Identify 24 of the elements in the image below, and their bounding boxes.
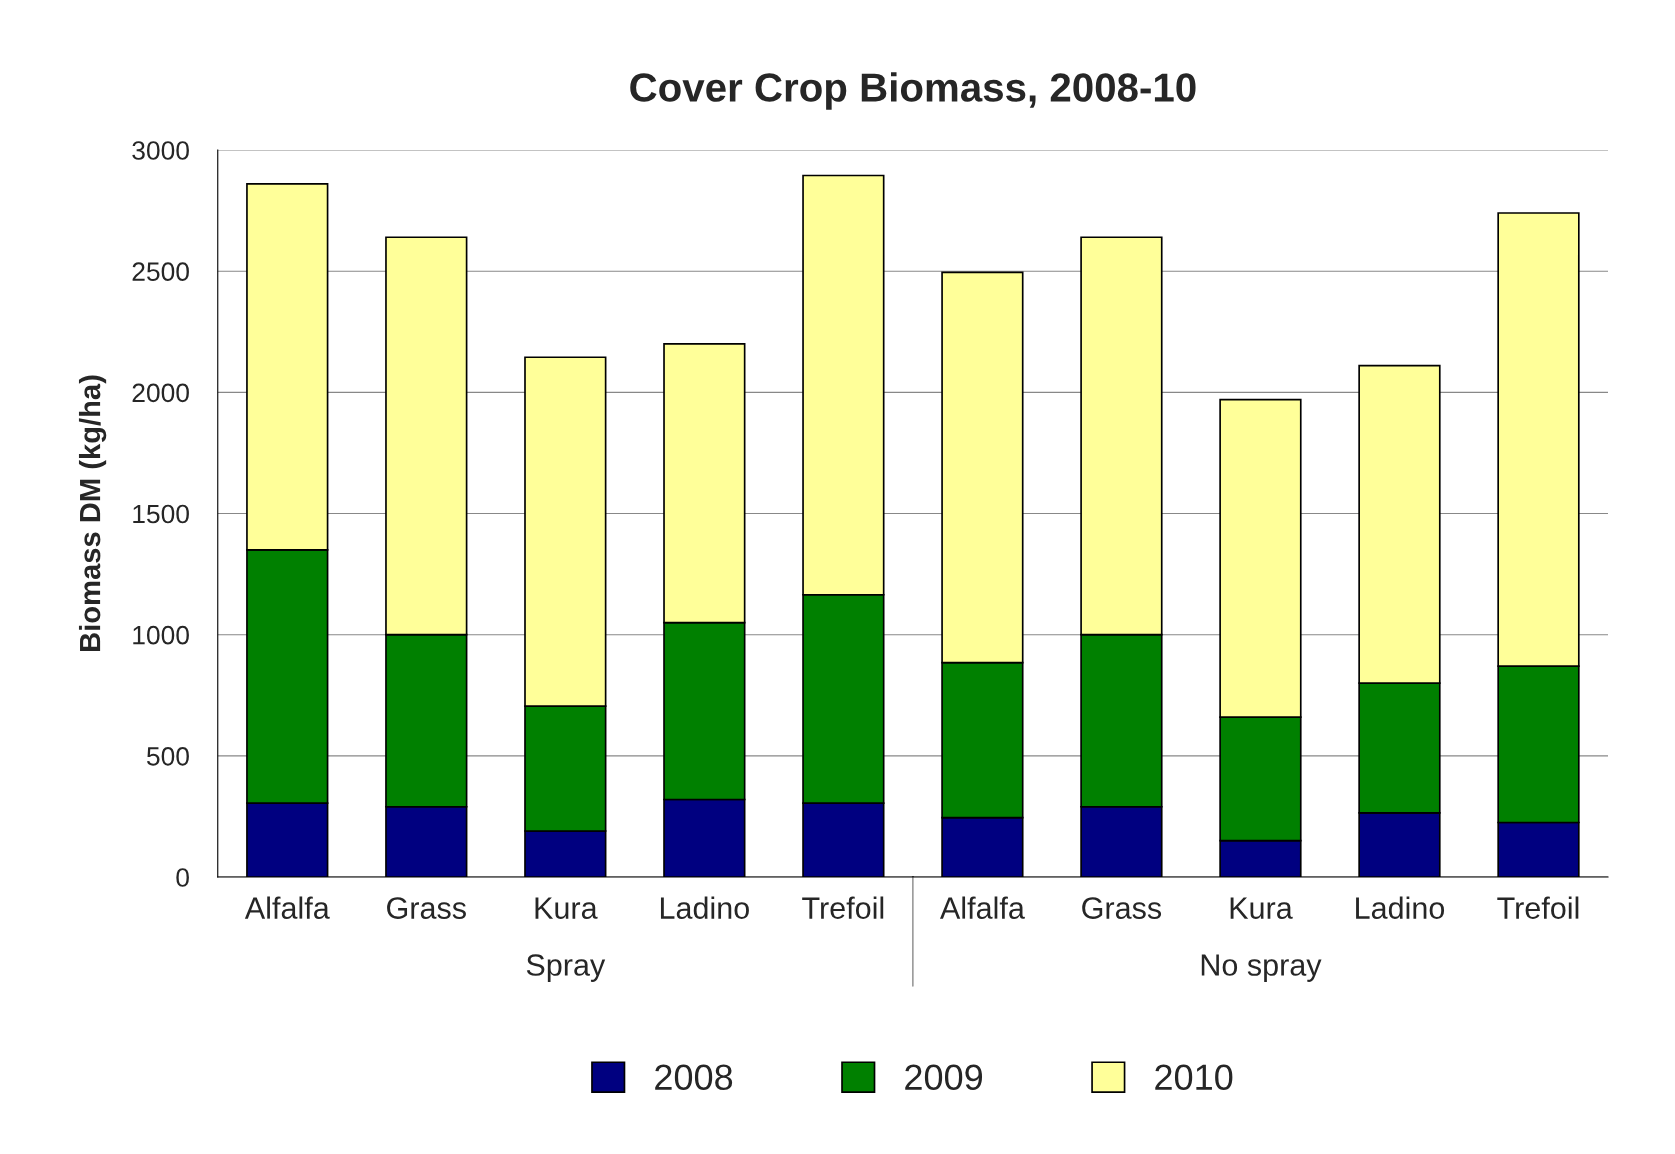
x-tick-label: Kura <box>1230 897 1293 919</box>
text: No spray <box>1201 954 1322 982</box>
x-tick-label: Ladino <box>1356 896 1445 919</box>
x-tick-label: Grass <box>1082 897 1162 919</box>
y-tick-label: 2500 <box>132 262 189 282</box>
x-tick-label: Ladino <box>660 896 749 919</box>
x-tick-label: Trefoil <box>1497 896 1579 919</box>
legend-label: 2009 <box>905 1064 983 1091</box>
x-tick-label: Trefoil <box>802 896 884 919</box>
y-tick-label: 0 <box>176 868 189 887</box>
y-tick-label: 1000 <box>133 625 189 645</box>
x-tick-label: Alfalfa <box>244 896 330 919</box>
y-tick-label: 2000 <box>132 383 189 403</box>
legend-label: 2008 <box>655 1064 733 1091</box>
x-tick-label: Kura <box>535 897 598 919</box>
legend-label: 2010 <box>1155 1064 1233 1091</box>
x-tick-label: Alfalfa <box>939 896 1025 919</box>
x-tick-label: Grass <box>387 897 466 919</box>
chart-title: Cover Crop Biomass, 2008-10 <box>630 72 1196 110</box>
y-axis-title: Biomass DM (kg/ha) <box>78 375 107 651</box>
y-tick-label: 1500 <box>133 504 189 524</box>
text: Spray <box>526 954 606 982</box>
y-tick-label: 500 <box>147 747 189 766</box>
y-tick-label: 3000 <box>132 141 189 160</box>
